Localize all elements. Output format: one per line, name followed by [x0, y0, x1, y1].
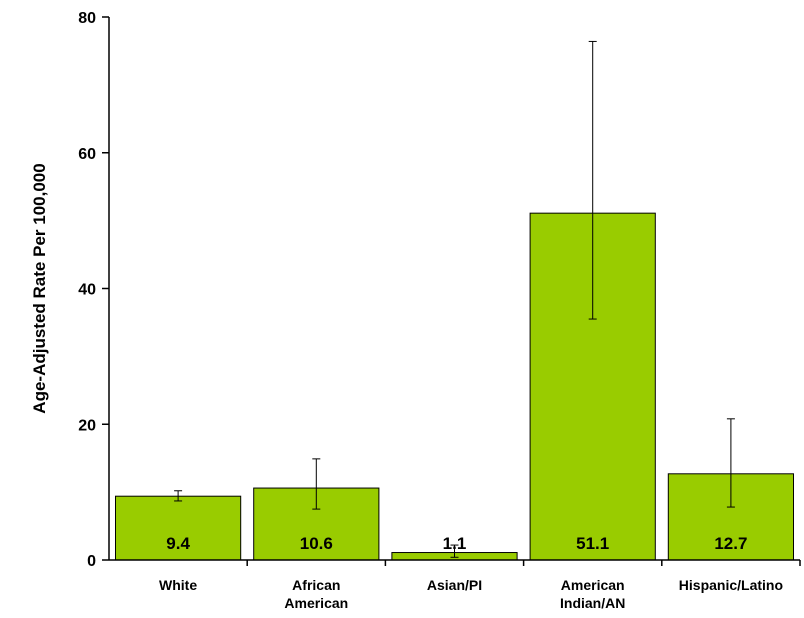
x-tick-label: Asian/PI [427, 577, 482, 593]
x-tick-label: African American [284, 577, 348, 611]
y-tick-label: 40 [78, 282, 96, 299]
x-tick-label-line: African [292, 577, 340, 593]
x-ticks-layer: White African American Asian/PI American Indi… [159, 560, 801, 611]
x-tick-label-line: American [561, 577, 625, 593]
value-label: 1.1 [443, 534, 467, 553]
value-label: 12.7 [714, 534, 747, 553]
bar [114, 495, 242, 561]
y-axis-label: Age-Adjusted Rate Per 100,000 [30, 163, 49, 413]
x-tick-label: White [159, 577, 197, 593]
bars-layer [114, 212, 795, 561]
value-label: 51.1 [576, 534, 609, 553]
x-tick-label-line: American [284, 595, 348, 611]
y-tick-label: 60 [78, 146, 96, 163]
error-bars-layer [174, 40, 735, 558]
x-tick-label: Hispanic/Latino [679, 577, 783, 593]
y-tick-label: 20 [78, 417, 96, 434]
y-tick-label: 0 [87, 553, 96, 570]
value-label: 9.4 [166, 534, 190, 553]
value-labels-layer: 9.4 10.6 1.1 51.1 12.7 [166, 534, 747, 553]
x-tick-label-line: Hispanic/Latino [679, 577, 783, 593]
x-tick-label-line: Asian/PI [427, 577, 482, 593]
x-tick-label: American Indian/AN [560, 577, 625, 611]
x-tick-label-line: Indian/AN [560, 595, 625, 611]
y-ticks-layer: 0 20 40 60 80 [78, 10, 109, 570]
x-tick-label-line: White [159, 577, 197, 593]
value-label: 10.6 [300, 534, 333, 553]
y-tick-label: 80 [78, 10, 96, 27]
